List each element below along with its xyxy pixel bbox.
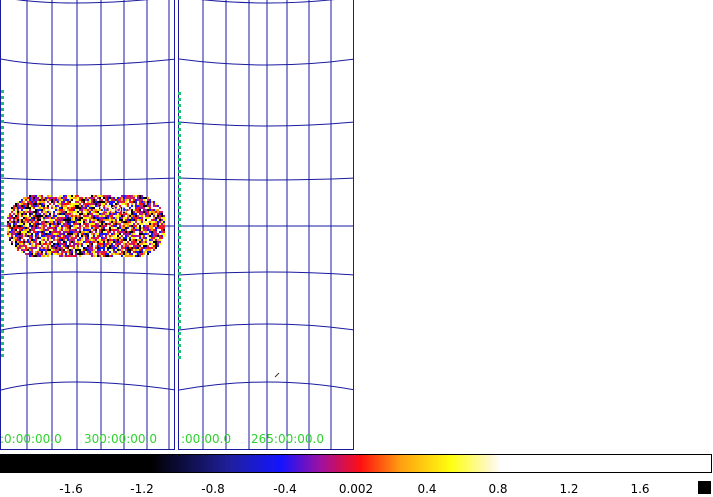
grid-parallel (1, 58, 174, 66)
left-dec-axis-labels (1, 90, 4, 360)
colorbar-tick-label: 1.6 (630, 482, 650, 496)
grid-parallel (179, 177, 353, 181)
colormap-swatch[interactable] (698, 481, 711, 494)
left-ra-label-2: 300:00:00.0 (84, 432, 157, 446)
colorbar[interactable] (0, 454, 712, 473)
grid-parallel (1, 121, 174, 127)
left-grid-overlay: Snoopy (1, 0, 174, 449)
right-ra-label-1: :00:00.0 (181, 432, 232, 446)
grid-parallel (200, 0, 335, 4)
grid-parallel (1, 381, 174, 391)
right-ra-label-2: 265:00:00.0 (251, 432, 324, 446)
colorbar-tick-label: -0.4 (273, 482, 297, 496)
grid-parallel (179, 271, 353, 276)
grid-parallel (1, 323, 174, 331)
source-image (7, 195, 165, 257)
grid-parallel (1, 177, 174, 181)
left-ra-label-1: :0:00:00.0 (0, 432, 62, 446)
colorbar-tick-label: 1.2 (559, 482, 579, 496)
grid-parallel (16, 0, 150, 4)
grid-parallel (179, 121, 353, 127)
colorbar-tick-label: 0.4 (417, 482, 437, 496)
grid-parallel (179, 381, 353, 391)
right-dec-axis-labels (178, 92, 181, 360)
grid-parallel (179, 58, 353, 66)
source-annotation: Snoopy (99, 205, 133, 215)
left-image-panel[interactable]: Snoopy (0, 0, 175, 450)
grid-parallel (179, 323, 353, 331)
right-image-panel[interactable] (178, 0, 354, 450)
colorbar-tick-label: 0.002 (338, 482, 374, 496)
colorbar-tick-label: -1.6 (59, 482, 83, 496)
grid-parallel (1, 271, 174, 276)
colorbar-tick-label: 0.8 (488, 482, 508, 496)
right-grid-overlay (179, 0, 353, 449)
annotation-mark (274, 372, 280, 378)
colorbar-tick-label: -1.2 (130, 482, 154, 496)
colorbar-tick-label: -0.8 (201, 482, 225, 496)
